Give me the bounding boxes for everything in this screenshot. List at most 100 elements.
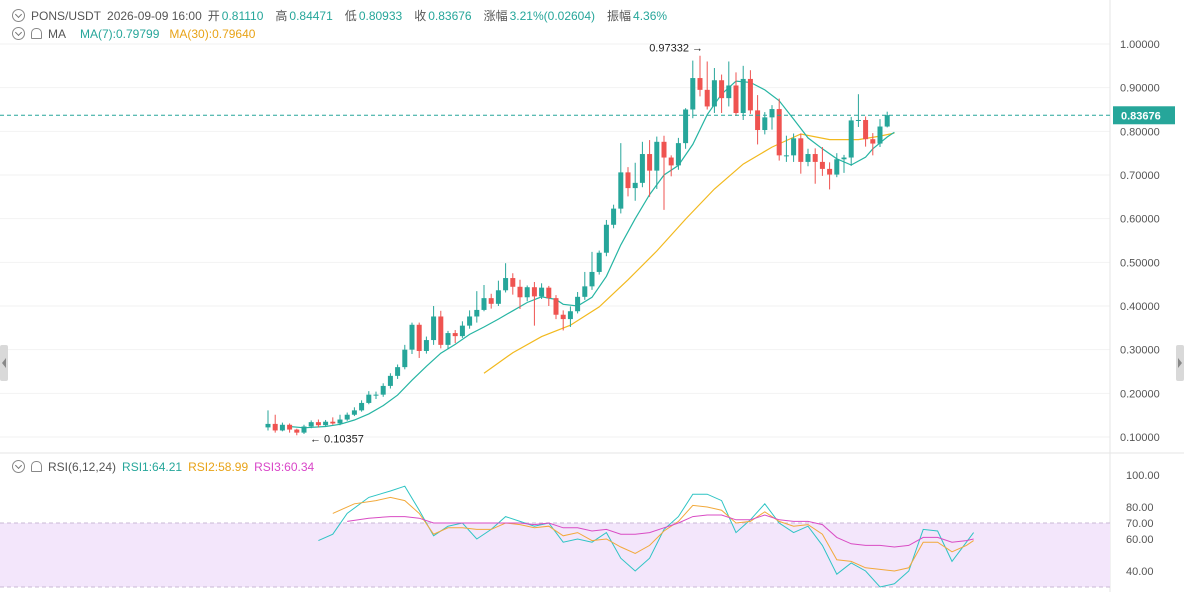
low-label: 低 — [344, 9, 357, 23]
candle-body — [841, 157, 847, 160]
candle-body — [294, 429, 300, 433]
candle-body — [560, 314, 566, 320]
candle-body — [481, 298, 487, 310]
candle-body — [733, 85, 739, 113]
price-tick-label: 0.40000 — [1120, 301, 1160, 313]
chevron-circle-icon[interactable] — [12, 27, 25, 40]
candle — [776, 98, 782, 161]
scroll-left-handle[interactable] — [0, 345, 8, 381]
candle — [719, 74, 725, 113]
price-tick-label: 0.50000 — [1120, 257, 1160, 269]
amplitude-value: 4.36% — [633, 9, 668, 23]
candle — [711, 68, 717, 113]
candle — [308, 420, 314, 429]
candle — [762, 112, 768, 135]
chevron-circle-icon[interactable] — [12, 9, 25, 22]
change-label: 涨幅 — [483, 9, 508, 23]
candle — [560, 310, 566, 331]
candle-body — [272, 423, 278, 431]
candle-body — [855, 119, 861, 121]
scroll-right-handle[interactable] — [1176, 345, 1184, 381]
candle — [589, 251, 595, 290]
candle — [798, 133, 804, 174]
candle — [459, 321, 465, 338]
candle — [330, 417, 336, 425]
candle-body — [769, 109, 775, 118]
price-tick-label: 0.90000 — [1120, 83, 1160, 95]
last-price-tag — [1113, 106, 1175, 125]
high-value: 0.84471 — [289, 9, 333, 23]
candle-body — [603, 224, 609, 253]
candle-body — [711, 80, 717, 107]
candle — [323, 419, 329, 427]
candle — [272, 414, 278, 433]
ma30-line — [483, 132, 895, 374]
candle — [855, 94, 861, 127]
candle-body — [452, 333, 458, 337]
candle-body — [582, 286, 588, 297]
candle — [697, 55, 703, 97]
candle — [603, 219, 609, 257]
candle — [387, 373, 393, 389]
ma-legend: MA MA(7):0.79799 MA(30):0.79640 — [12, 25, 261, 43]
candle — [395, 364, 401, 379]
candle-body — [596, 252, 602, 272]
candle-body — [539, 287, 545, 297]
candle-body — [287, 424, 293, 430]
candle-body — [675, 143, 681, 166]
candle — [639, 141, 645, 188]
ma-lines — [289, 80, 895, 429]
price-tick-label: 0.20000 — [1120, 388, 1160, 400]
candle-body — [387, 375, 393, 386]
candle — [611, 204, 617, 229]
price-axis: 0.10000 0.20000 0.30000 0.40000 0.50000 0.600… — [1120, 39, 1160, 578]
candle — [567, 306, 573, 327]
candle — [423, 336, 429, 354]
price-tick-label: 0.10000 — [1120, 432, 1160, 444]
high-label: 高 — [275, 9, 288, 23]
candle — [294, 428, 300, 436]
candle — [863, 116, 869, 147]
candle — [337, 414, 343, 426]
price-tick-label: 0.80000 — [1120, 126, 1160, 138]
candle — [747, 70, 753, 114]
candle-body — [359, 402, 365, 411]
candle-body — [467, 316, 473, 326]
candle-body — [416, 324, 422, 351]
candle-body — [776, 109, 782, 156]
candle-body — [683, 109, 689, 144]
chevron-circle-icon[interactable] — [12, 460, 25, 473]
close-label: 收 — [414, 9, 427, 23]
candle — [495, 280, 501, 306]
candle-body — [459, 325, 465, 337]
candle-body — [546, 287, 552, 299]
candle — [531, 281, 537, 326]
candle-body — [819, 161, 825, 169]
candle — [517, 279, 523, 310]
candle — [575, 292, 581, 314]
rsi-tick-label: 40.00 — [1126, 566, 1154, 578]
bell-icon[interactable] — [31, 28, 42, 39]
candle-body — [884, 115, 890, 127]
rsi-panel — [0, 485, 1110, 588]
candle-body — [330, 421, 336, 424]
candle-body — [373, 394, 379, 396]
candle — [474, 291, 480, 323]
candle-body — [812, 154, 818, 162]
candle — [287, 423, 293, 433]
candle-body — [488, 298, 494, 304]
candle — [553, 295, 559, 320]
bell-icon[interactable] — [31, 461, 42, 472]
candle-body — [589, 271, 595, 287]
candle-body — [827, 168, 833, 175]
rsi-tick-label: 80.00 — [1126, 502, 1154, 514]
candle — [373, 391, 379, 400]
candle-body — [380, 385, 386, 395]
candle-body — [531, 287, 537, 297]
candle — [805, 148, 811, 167]
amplitude-label: 振幅 — [607, 9, 632, 23]
price-tick-label: 1.00000 — [1120, 39, 1160, 51]
candle — [359, 400, 365, 412]
candle-body — [661, 141, 667, 158]
